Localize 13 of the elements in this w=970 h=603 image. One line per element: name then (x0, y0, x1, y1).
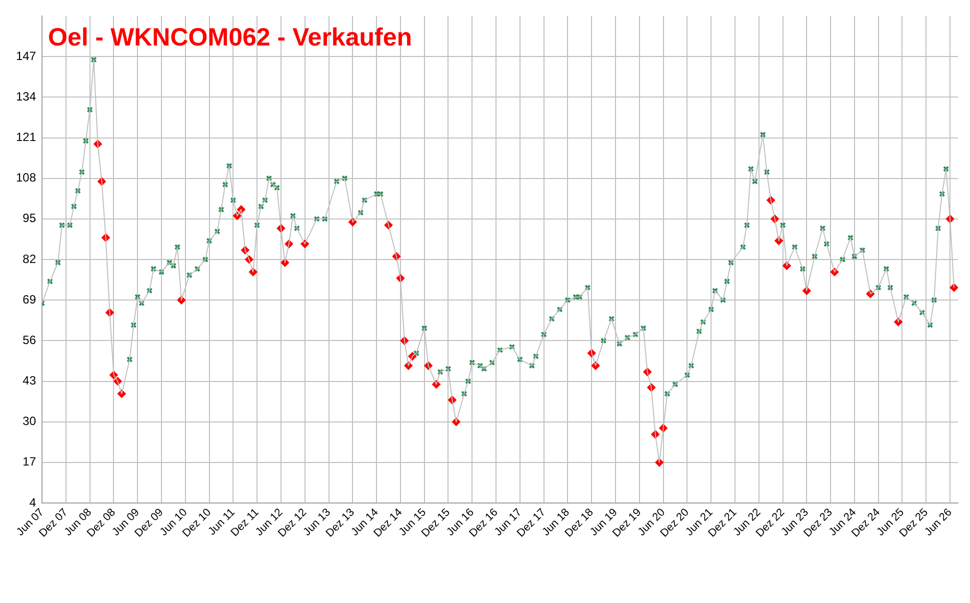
y-tick-label: 69 (22, 292, 36, 306)
y-tick-label: 121 (16, 130, 36, 144)
y-tick-label: 82 (22, 252, 36, 266)
y-tick-label: 56 (22, 332, 36, 347)
y-tick-label: 43 (22, 374, 36, 388)
y-tick-label: 30 (22, 414, 36, 428)
y-tick-label: 134 (16, 89, 36, 104)
y-tick-label: 17 (22, 454, 36, 469)
chart-title: Oel - WKNCOM062 - Verkaufen (48, 23, 412, 52)
y-tick-label: 4 (29, 495, 36, 510)
y-tick-label: 95 (22, 211, 36, 226)
y-tick-label: 108 (16, 170, 36, 185)
y-tick-label: 147 (16, 48, 36, 63)
